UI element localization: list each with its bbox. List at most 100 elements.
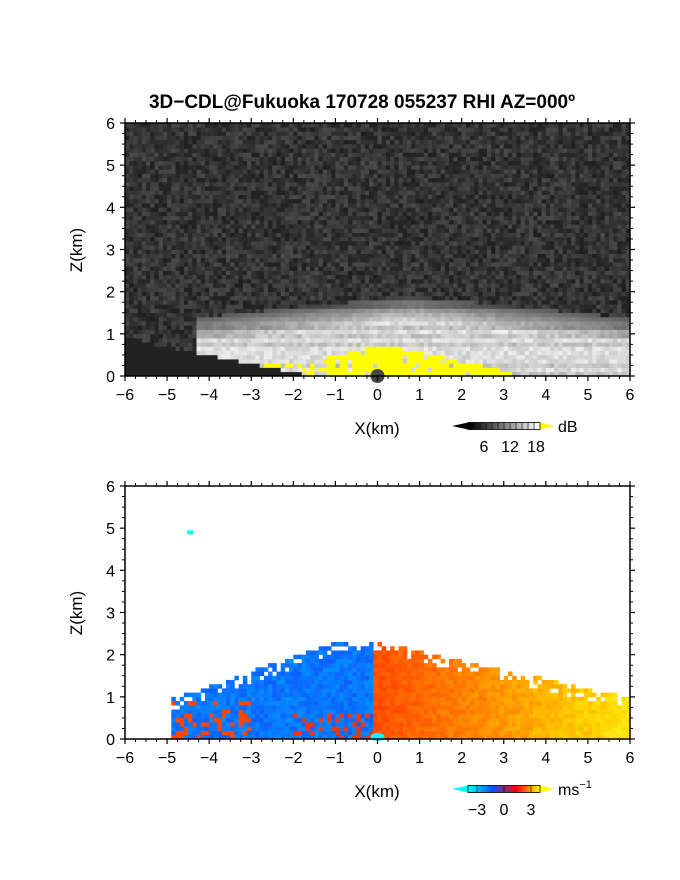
intensity-cell: [204, 144, 210, 149]
intensity-cell: [154, 295, 159, 301]
intensity-cell: [158, 182, 164, 187]
intensity-cell: [175, 211, 181, 217]
intensity-cell: [373, 160, 378, 166]
intensity-cell: [154, 173, 159, 179]
intensity-cell: [255, 241, 260, 246]
intensity-cell: [394, 139, 399, 145]
intensity-cell: [318, 215, 324, 221]
intensity-cell: [226, 219, 231, 225]
intensity-cell: [301, 338, 307, 343]
intensity-cell: [234, 156, 239, 162]
intensity-cell: [183, 241, 189, 246]
intensity-cell: [440, 371, 446, 377]
intensity-cell: [192, 190, 197, 195]
intensity-cell: [318, 245, 324, 250]
intensity-cell: [289, 236, 294, 242]
intensity-cell: [318, 211, 324, 217]
intensity-cell: [411, 279, 416, 284]
intensity-cell: [348, 152, 353, 158]
intensity-cell: [314, 190, 319, 195]
intensity-cell: [141, 135, 147, 141]
intensity-cell: [360, 354, 366, 360]
intensity-cell: [360, 338, 366, 343]
intensity-cell: [146, 308, 151, 314]
intensity-cell: [428, 308, 433, 314]
intensity-cell: [415, 203, 420, 208]
intensity-cell: [406, 131, 412, 136]
intensity-cell: [453, 270, 458, 276]
intensity-cell: [133, 308, 138, 314]
intensity-cell: [196, 165, 202, 170]
intensity-cell: [129, 135, 134, 141]
intensity-cell: [247, 333, 252, 339]
intensity-cell: [402, 198, 408, 204]
intensity-cell: [305, 224, 311, 229]
intensity-cell: [255, 198, 260, 204]
intensity-cell: [461, 224, 467, 229]
intensity-cell: [310, 190, 315, 195]
intensity-cell: [226, 279, 231, 284]
intensity-cell: [293, 165, 298, 170]
intensity-cell: [293, 363, 298, 368]
intensity-cell: [289, 160, 294, 166]
intensity-cell: [188, 198, 193, 204]
intensity-cell: [251, 270, 256, 276]
intensity-cell: [343, 148, 349, 153]
intensity-cell: [461, 211, 467, 217]
intensity-cell: [255, 173, 260, 179]
intensity-cell: [171, 194, 176, 200]
intensity-cell: [188, 257, 193, 263]
intensity-cell: [457, 338, 462, 343]
intensity-cell: [192, 148, 197, 153]
intensity-cell: [221, 308, 227, 314]
intensity-cell: [406, 291, 412, 297]
intensity-cell: [339, 291, 345, 297]
intensity-cell: [415, 304, 420, 309]
intensity-cell: [125, 304, 130, 309]
intensity-cell: [150, 283, 155, 288]
intensity-cell: [301, 300, 307, 305]
intensity-cell: [284, 333, 290, 339]
intensity-cell: [465, 350, 471, 356]
intensity-cell: [457, 241, 462, 246]
intensity-cell: [453, 325, 458, 330]
intensity-cell: [318, 321, 324, 326]
intensity-cell: [457, 190, 462, 195]
intensity-cell: [192, 257, 197, 263]
intensity-cell: [327, 300, 332, 305]
intensity-cell: [322, 308, 328, 314]
intensity-cell: [259, 241, 265, 246]
intensity-cell: [137, 198, 143, 204]
intensity-cell: [402, 367, 408, 373]
intensity-cell: [440, 232, 446, 238]
intensity-cell: [146, 262, 151, 267]
intensity-cell: [423, 241, 429, 246]
intensity-cell: [381, 295, 387, 301]
intensity-cell: [470, 270, 475, 276]
intensity-cell: [171, 262, 176, 267]
intensity-cell: [268, 321, 273, 326]
intensity-cell: [183, 371, 189, 377]
intensity-cell: [280, 371, 286, 377]
intensity-cell: [154, 169, 159, 174]
intensity-cell: [444, 152, 450, 158]
intensity-cell: [449, 304, 454, 309]
intensity-cell: [146, 198, 151, 204]
intensity-cell: [171, 304, 176, 309]
intensity-cell: [428, 333, 433, 339]
intensity-cell: [373, 232, 378, 238]
intensity-cell: [444, 279, 450, 284]
intensity-cell: [158, 127, 164, 132]
intensity-cell: [343, 338, 349, 343]
intensity-cell: [457, 236, 462, 242]
intensity-cell: [449, 165, 454, 170]
intensity-cell: [179, 253, 185, 259]
intensity-cell: [381, 346, 387, 351]
intensity-cell: [133, 186, 138, 191]
intensity-cell: [402, 308, 408, 314]
intensity-cell: [373, 257, 378, 263]
intensity-cell: [204, 321, 210, 326]
intensity-cell: [381, 139, 387, 145]
intensity-cell: [259, 359, 265, 364]
intensity-cell: [474, 363, 479, 368]
